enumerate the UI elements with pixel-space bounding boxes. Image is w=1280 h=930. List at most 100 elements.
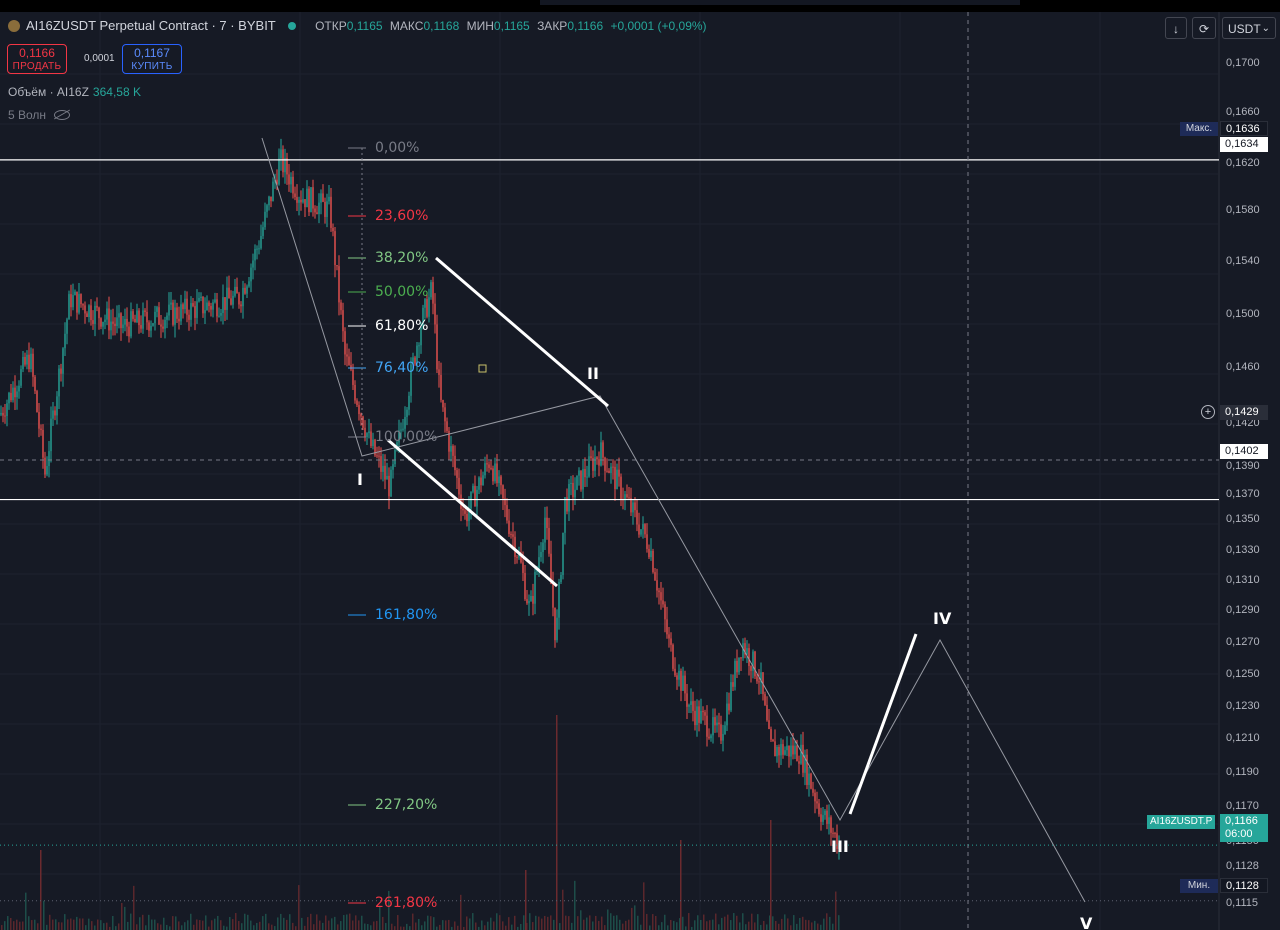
candle-body bbox=[774, 741, 776, 757]
chart-frame[interactable]: AI16ZUSDT Perpetual Contract · 7 · BYBIT… bbox=[0, 12, 1280, 930]
hidden-eye-icon[interactable] bbox=[54, 110, 71, 120]
fib-level-label[interactable]: 38,20% bbox=[375, 250, 429, 266]
volume-bar bbox=[685, 926, 687, 930]
candle-body bbox=[606, 470, 608, 472]
candle-body bbox=[780, 744, 782, 756]
candle-body bbox=[336, 265, 338, 267]
fib-level-label[interactable]: 261,80% bbox=[375, 895, 438, 911]
candle-body bbox=[160, 324, 162, 327]
candle-body bbox=[426, 299, 428, 317]
candle-body bbox=[338, 266, 340, 303]
volume-bar bbox=[838, 915, 840, 930]
candle-body bbox=[4, 415, 6, 417]
volume-bar bbox=[70, 918, 72, 930]
price-tick: 0,1210 bbox=[1226, 732, 1260, 744]
candle-body bbox=[524, 573, 526, 600]
scroll-down-button[interactable]: ↓ bbox=[1165, 17, 1187, 39]
candle-body bbox=[24, 356, 26, 365]
volume-bar bbox=[661, 922, 663, 930]
volume-bar bbox=[766, 924, 768, 930]
volume-bar bbox=[31, 920, 33, 930]
candle-body bbox=[222, 297, 224, 313]
volume-bar bbox=[430, 916, 432, 930]
candle-body bbox=[782, 744, 784, 755]
change-value: +0,0001 (+0,09%) bbox=[610, 19, 707, 33]
volume-bar bbox=[763, 920, 765, 930]
volume-bar bbox=[553, 919, 555, 930]
candle-body bbox=[696, 706, 698, 726]
volume-bar bbox=[400, 926, 402, 930]
candle-body bbox=[352, 369, 354, 385]
close-label: ЗАКР bbox=[537, 19, 568, 33]
fib-level-label[interactable]: 61,80% bbox=[375, 318, 429, 334]
fib-level-label[interactable]: 0,00% bbox=[375, 140, 420, 156]
candle-body bbox=[176, 307, 178, 319]
candle-body bbox=[596, 457, 598, 460]
waves-legend[interactable]: 5 Волн bbox=[8, 108, 71, 122]
volume-bar bbox=[670, 919, 672, 930]
candle-body bbox=[410, 364, 412, 396]
fib-level-label[interactable]: 227,20% bbox=[375, 797, 438, 813]
candle-body bbox=[482, 475, 484, 486]
candle-body bbox=[674, 668, 676, 676]
candle-body bbox=[560, 574, 562, 583]
wave-label-1[interactable]: I bbox=[357, 470, 363, 489]
wave-label-2[interactable]: II bbox=[587, 364, 599, 383]
candle-body bbox=[358, 405, 360, 415]
volume-bar bbox=[808, 920, 810, 930]
volume-bar bbox=[820, 924, 822, 930]
candle-body bbox=[654, 572, 656, 581]
candle-body bbox=[54, 410, 56, 416]
candle-body bbox=[302, 199, 304, 203]
candle-body bbox=[214, 299, 216, 303]
candle-body bbox=[414, 357, 416, 364]
price-chart[interactable] bbox=[0, 12, 1280, 930]
candle-body bbox=[28, 354, 30, 370]
volume-spike bbox=[770, 820, 772, 930]
fib-level-label[interactable]: 100,00% bbox=[375, 429, 438, 445]
wave-label-3[interactable]: III bbox=[831, 837, 849, 856]
volume-bar bbox=[364, 923, 366, 930]
price-tick: 0,1270 bbox=[1226, 636, 1260, 648]
volume-bar bbox=[667, 925, 669, 930]
symbol-title[interactable]: AI16ZUSDT Perpetual Contract · 7 · BYBIT bbox=[26, 18, 276, 33]
volume-bar bbox=[175, 916, 177, 930]
candle-body bbox=[808, 773, 810, 785]
price-tick: 0,1620 bbox=[1226, 157, 1260, 169]
add-plus-icon[interactable]: + bbox=[1201, 405, 1215, 419]
volume-bar bbox=[724, 916, 726, 930]
sell-button[interactable]: 0,1166 ПРОДАТЬ bbox=[7, 44, 67, 74]
candle-body bbox=[650, 550, 652, 558]
buy-button[interactable]: 0,1167 КУПИТЬ bbox=[122, 44, 182, 74]
candle-body bbox=[450, 446, 452, 452]
wave-label-5[interactable]: V bbox=[1080, 914, 1093, 930]
fib-level-label[interactable]: 161,80% bbox=[375, 607, 438, 623]
reset-chart-button[interactable]: ⟳ bbox=[1192, 17, 1216, 39]
volume-bar bbox=[403, 926, 405, 930]
volume-bar bbox=[100, 920, 102, 930]
volume-legend[interactable]: Объём · AI16Z 364,58 K bbox=[8, 85, 141, 99]
candle-body bbox=[758, 681, 760, 683]
volume-bar bbox=[19, 921, 21, 930]
volume-bar bbox=[160, 924, 162, 930]
volume-bar bbox=[559, 923, 561, 930]
currency-select[interactable]: USDT ⌄ bbox=[1222, 17, 1276, 39]
volume-bar bbox=[274, 926, 276, 930]
candle-body bbox=[682, 675, 684, 691]
volume-bar bbox=[22, 921, 24, 930]
candle-body bbox=[114, 323, 116, 327]
candle-body bbox=[574, 489, 576, 498]
fib-level-label[interactable]: 76,40% bbox=[375, 360, 429, 376]
volume-bar bbox=[502, 921, 504, 930]
candle-body bbox=[734, 660, 736, 687]
volume-spike bbox=[40, 850, 42, 930]
wave-label-4[interactable]: IV bbox=[933, 609, 952, 628]
volume-bar bbox=[604, 925, 606, 930]
candle-body bbox=[166, 315, 168, 320]
fib-level-label[interactable]: 23,60% bbox=[375, 208, 429, 224]
candle-body bbox=[424, 299, 426, 308]
fib-level-label[interactable]: 50,00% bbox=[375, 284, 429, 300]
candle-body bbox=[766, 704, 768, 721]
window-top-strip bbox=[0, 0, 1280, 12]
candle-body bbox=[184, 298, 186, 310]
